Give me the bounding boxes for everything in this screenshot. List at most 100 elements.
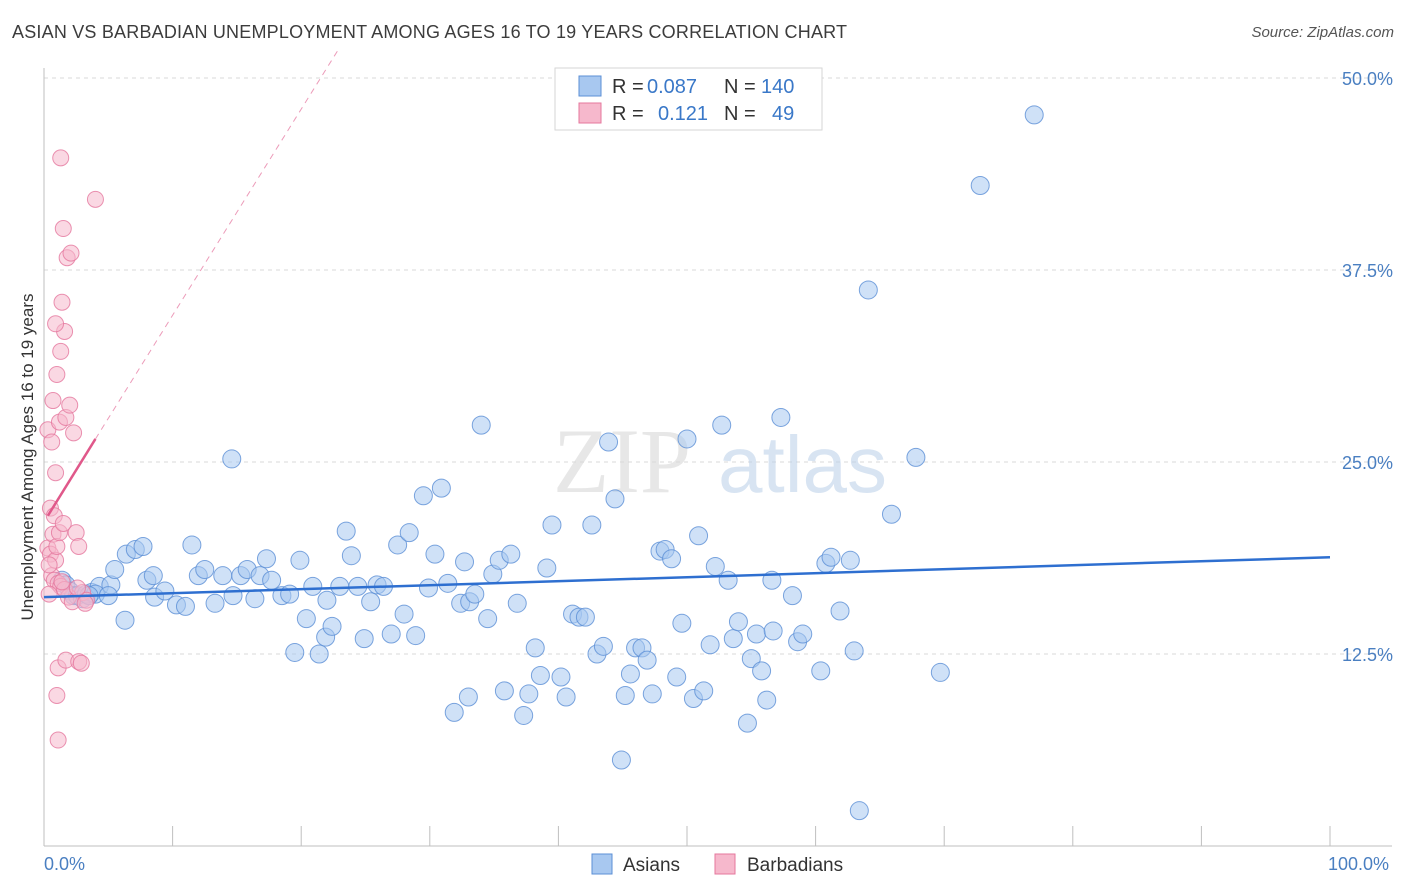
x-tick-label-max: 100.0% bbox=[1328, 854, 1389, 874]
asian-point bbox=[413, 486, 433, 506]
source-label: Source: ZipAtlas.com bbox=[1251, 24, 1394, 41]
asian-point bbox=[245, 589, 265, 609]
legend-barb-r-label: R = bbox=[612, 103, 644, 125]
barbadian-point bbox=[54, 220, 72, 238]
asian-point bbox=[419, 578, 439, 598]
y-axis-label: Unemployment Among Ages 16 to 19 years bbox=[18, 294, 37, 621]
asian-point bbox=[175, 596, 195, 616]
asian-point bbox=[455, 552, 475, 572]
asian-point bbox=[471, 415, 491, 435]
asian-point bbox=[465, 584, 485, 604]
asian-point bbox=[431, 478, 451, 498]
asian-point bbox=[444, 702, 464, 722]
asian-point bbox=[620, 664, 640, 684]
asian-point bbox=[830, 601, 850, 621]
asian-point bbox=[551, 667, 571, 687]
barbadian-point bbox=[52, 149, 70, 167]
barbadian-point bbox=[62, 244, 80, 262]
asian-point bbox=[285, 642, 305, 662]
asian-point bbox=[1024, 105, 1044, 125]
asian-point bbox=[844, 641, 864, 661]
barbadian-point bbox=[53, 293, 71, 311]
asian-point bbox=[821, 547, 841, 567]
asian-point bbox=[330, 576, 350, 596]
barbadian-point bbox=[68, 579, 86, 597]
barbadian-point bbox=[67, 524, 85, 542]
asian-point bbox=[296, 609, 316, 629]
asian-trend-line bbox=[43, 555, 1331, 599]
y-tick-label: 37.5% bbox=[1342, 261, 1393, 281]
asian-point bbox=[399, 523, 419, 543]
asian-point bbox=[425, 544, 445, 564]
asian-point bbox=[394, 604, 414, 624]
asian-point bbox=[133, 536, 153, 556]
asian-point bbox=[556, 687, 576, 707]
asian-point bbox=[599, 432, 619, 452]
asian-point bbox=[195, 560, 215, 580]
asian-point bbox=[782, 586, 802, 606]
chart-title: ASIAN VS BARBADIAN UNEMPLOYMENT AMONG AG… bbox=[12, 22, 848, 42]
asian-point bbox=[537, 558, 557, 578]
asian-point bbox=[280, 584, 300, 604]
barbadian-point bbox=[72, 654, 90, 672]
asian-point bbox=[793, 624, 813, 644]
asian-point bbox=[213, 566, 233, 586]
asian-point bbox=[705, 556, 725, 576]
barbadian-point bbox=[86, 190, 104, 208]
barbadian-point bbox=[49, 731, 67, 749]
asian-point bbox=[262, 570, 282, 590]
bottom-legend: Asians Barbadians bbox=[591, 853, 843, 876]
asian-point bbox=[605, 489, 625, 509]
barbadian-point bbox=[48, 537, 66, 555]
barbadian-point bbox=[48, 686, 66, 704]
legend-asian-n-label: N = bbox=[724, 76, 756, 98]
x-ticks bbox=[43, 826, 1331, 846]
asian-point bbox=[381, 624, 401, 644]
barbadian-point bbox=[52, 342, 70, 360]
asian-point bbox=[700, 635, 720, 655]
asian-point bbox=[752, 661, 772, 681]
asian-point bbox=[763, 621, 783, 641]
asian-point bbox=[575, 607, 595, 627]
legend-asian-r-value: 0.087 bbox=[647, 76, 697, 98]
asian-point bbox=[525, 638, 545, 658]
asian-point bbox=[223, 586, 243, 606]
asian-point bbox=[205, 593, 225, 613]
asian-point bbox=[741, 649, 761, 669]
asian-point bbox=[615, 685, 635, 705]
asian-point bbox=[712, 415, 732, 435]
barbadian-trend-line bbox=[46, 438, 97, 517]
barbadian-point bbox=[54, 514, 72, 532]
asian-point bbox=[672, 613, 692, 633]
asian-point bbox=[906, 447, 926, 467]
asian-point bbox=[336, 521, 356, 541]
asian-point bbox=[689, 526, 709, 546]
asian-point bbox=[143, 566, 163, 586]
legend-barb-r-value: 0.121 bbox=[658, 103, 708, 125]
asian-point bbox=[501, 544, 521, 564]
barbadian-point bbox=[43, 433, 61, 451]
barbadian-points bbox=[39, 149, 104, 749]
y-tick-label: 25.0% bbox=[1342, 453, 1393, 473]
asian-point bbox=[694, 681, 714, 701]
asian-point bbox=[514, 705, 534, 725]
barbadian-point bbox=[48, 365, 66, 383]
asian-point bbox=[593, 636, 613, 656]
barbadian-point bbox=[76, 594, 94, 612]
bottom-legend-barb-swatch bbox=[714, 853, 736, 875]
barbadian-point bbox=[47, 464, 65, 482]
asian-point bbox=[256, 549, 276, 569]
asian-point bbox=[458, 687, 478, 707]
asian-point bbox=[388, 535, 408, 555]
asian-point bbox=[677, 429, 697, 449]
trend-lines bbox=[43, 47, 1331, 599]
asian-point bbox=[970, 176, 990, 196]
asian-point bbox=[341, 546, 361, 566]
bottom-legend-asian-swatch bbox=[591, 853, 613, 875]
legend-asian-r-label: R = bbox=[612, 76, 644, 98]
barbadian-point bbox=[47, 315, 65, 333]
asian-point bbox=[354, 629, 374, 649]
asian-point bbox=[667, 667, 687, 687]
barbadian-point bbox=[44, 392, 62, 410]
